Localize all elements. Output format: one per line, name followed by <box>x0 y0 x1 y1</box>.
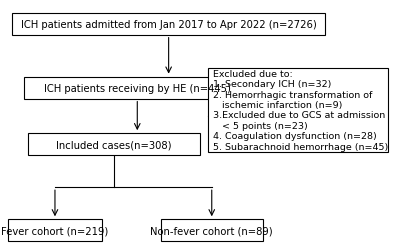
FancyBboxPatch shape <box>208 69 388 152</box>
FancyBboxPatch shape <box>28 134 200 156</box>
Text: Included cases(n=308): Included cases(n=308) <box>56 140 172 149</box>
FancyBboxPatch shape <box>12 14 326 36</box>
FancyBboxPatch shape <box>24 77 251 99</box>
Text: ICH patients receiving by HE (n=445): ICH patients receiving by HE (n=445) <box>44 83 231 93</box>
FancyBboxPatch shape <box>161 219 263 242</box>
Text: ICH patients admitted from Jan 2017 to Apr 2022 (n=2726): ICH patients admitted from Jan 2017 to A… <box>21 20 316 30</box>
Text: Excluded due to:
1. Secondary ICH (n=32)
2. Hemorrhagic transformation of
   isc: Excluded due to: 1. Secondary ICH (n=32)… <box>212 70 388 151</box>
FancyBboxPatch shape <box>8 219 102 242</box>
Text: Fever cohort (n=219): Fever cohort (n=219) <box>1 225 108 235</box>
Text: Non-fever cohort (n=89): Non-fever cohort (n=89) <box>150 225 273 235</box>
